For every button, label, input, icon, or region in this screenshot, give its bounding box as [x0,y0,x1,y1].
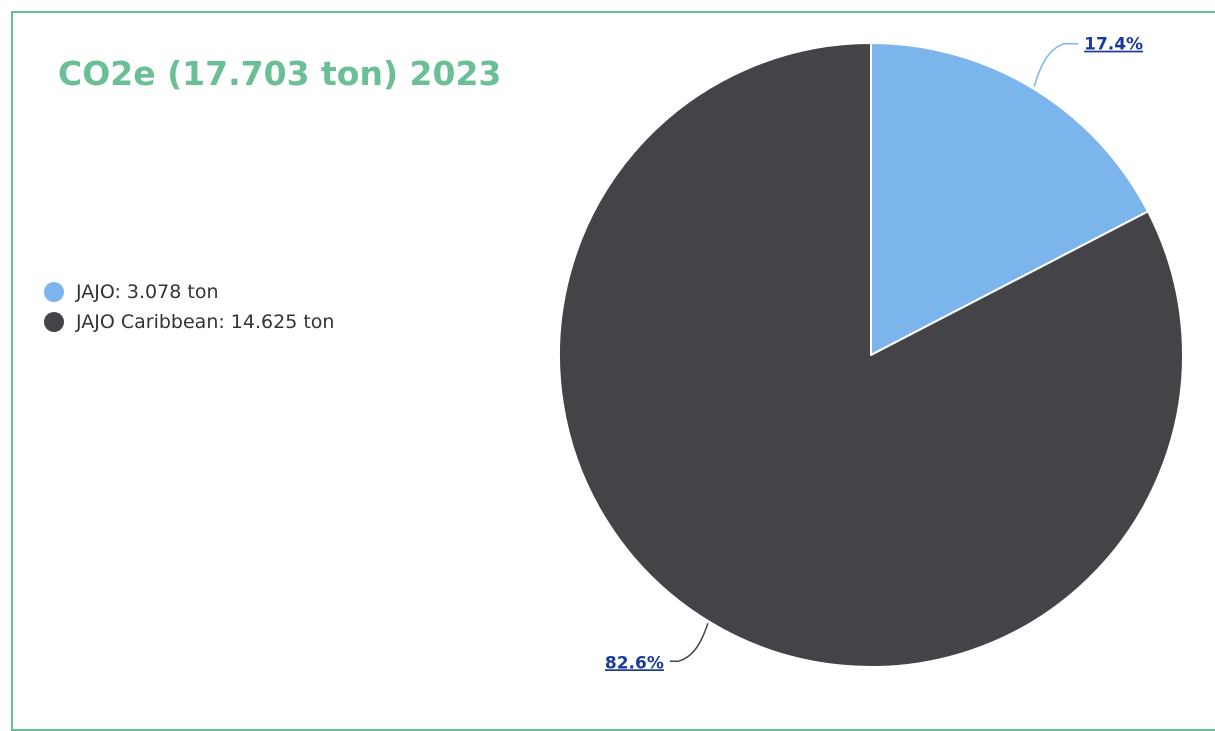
legend-swatch-jajo-caribbean [44,312,64,332]
pie-slice-jajo[interactable] [870,42,1149,356]
chart-legend: JAJO: 3.078 ton JAJO Caribbean: 14.625 t… [44,277,334,337]
legend-item-jajo-caribbean[interactable]: JAJO Caribbean: 14.625 ton [44,307,334,337]
data-label-jajo[interactable]: 17.4% [1084,35,1143,55]
data-label-jajo-caribbean[interactable]: 82.6% [605,653,664,673]
legend-item-jajo[interactable]: JAJO: 3.078 ton [44,277,334,307]
connector-jajo [1033,42,1079,87]
legend-label-jajo: JAJO: 3.078 ton [76,281,219,303]
legend-swatch-jajo [44,282,64,302]
connector-jajo-caribbean [669,623,709,663]
chart-title: CO2e (17.703 ton) 2023 [58,54,502,93]
legend-label-jajo-caribbean: JAJO Caribbean: 14.625 ton [76,311,335,333]
pie-slice-jajo-caribbean[interactable] [558,42,1184,668]
pie-chart: 17.4% 82.6% [558,35,1184,673]
